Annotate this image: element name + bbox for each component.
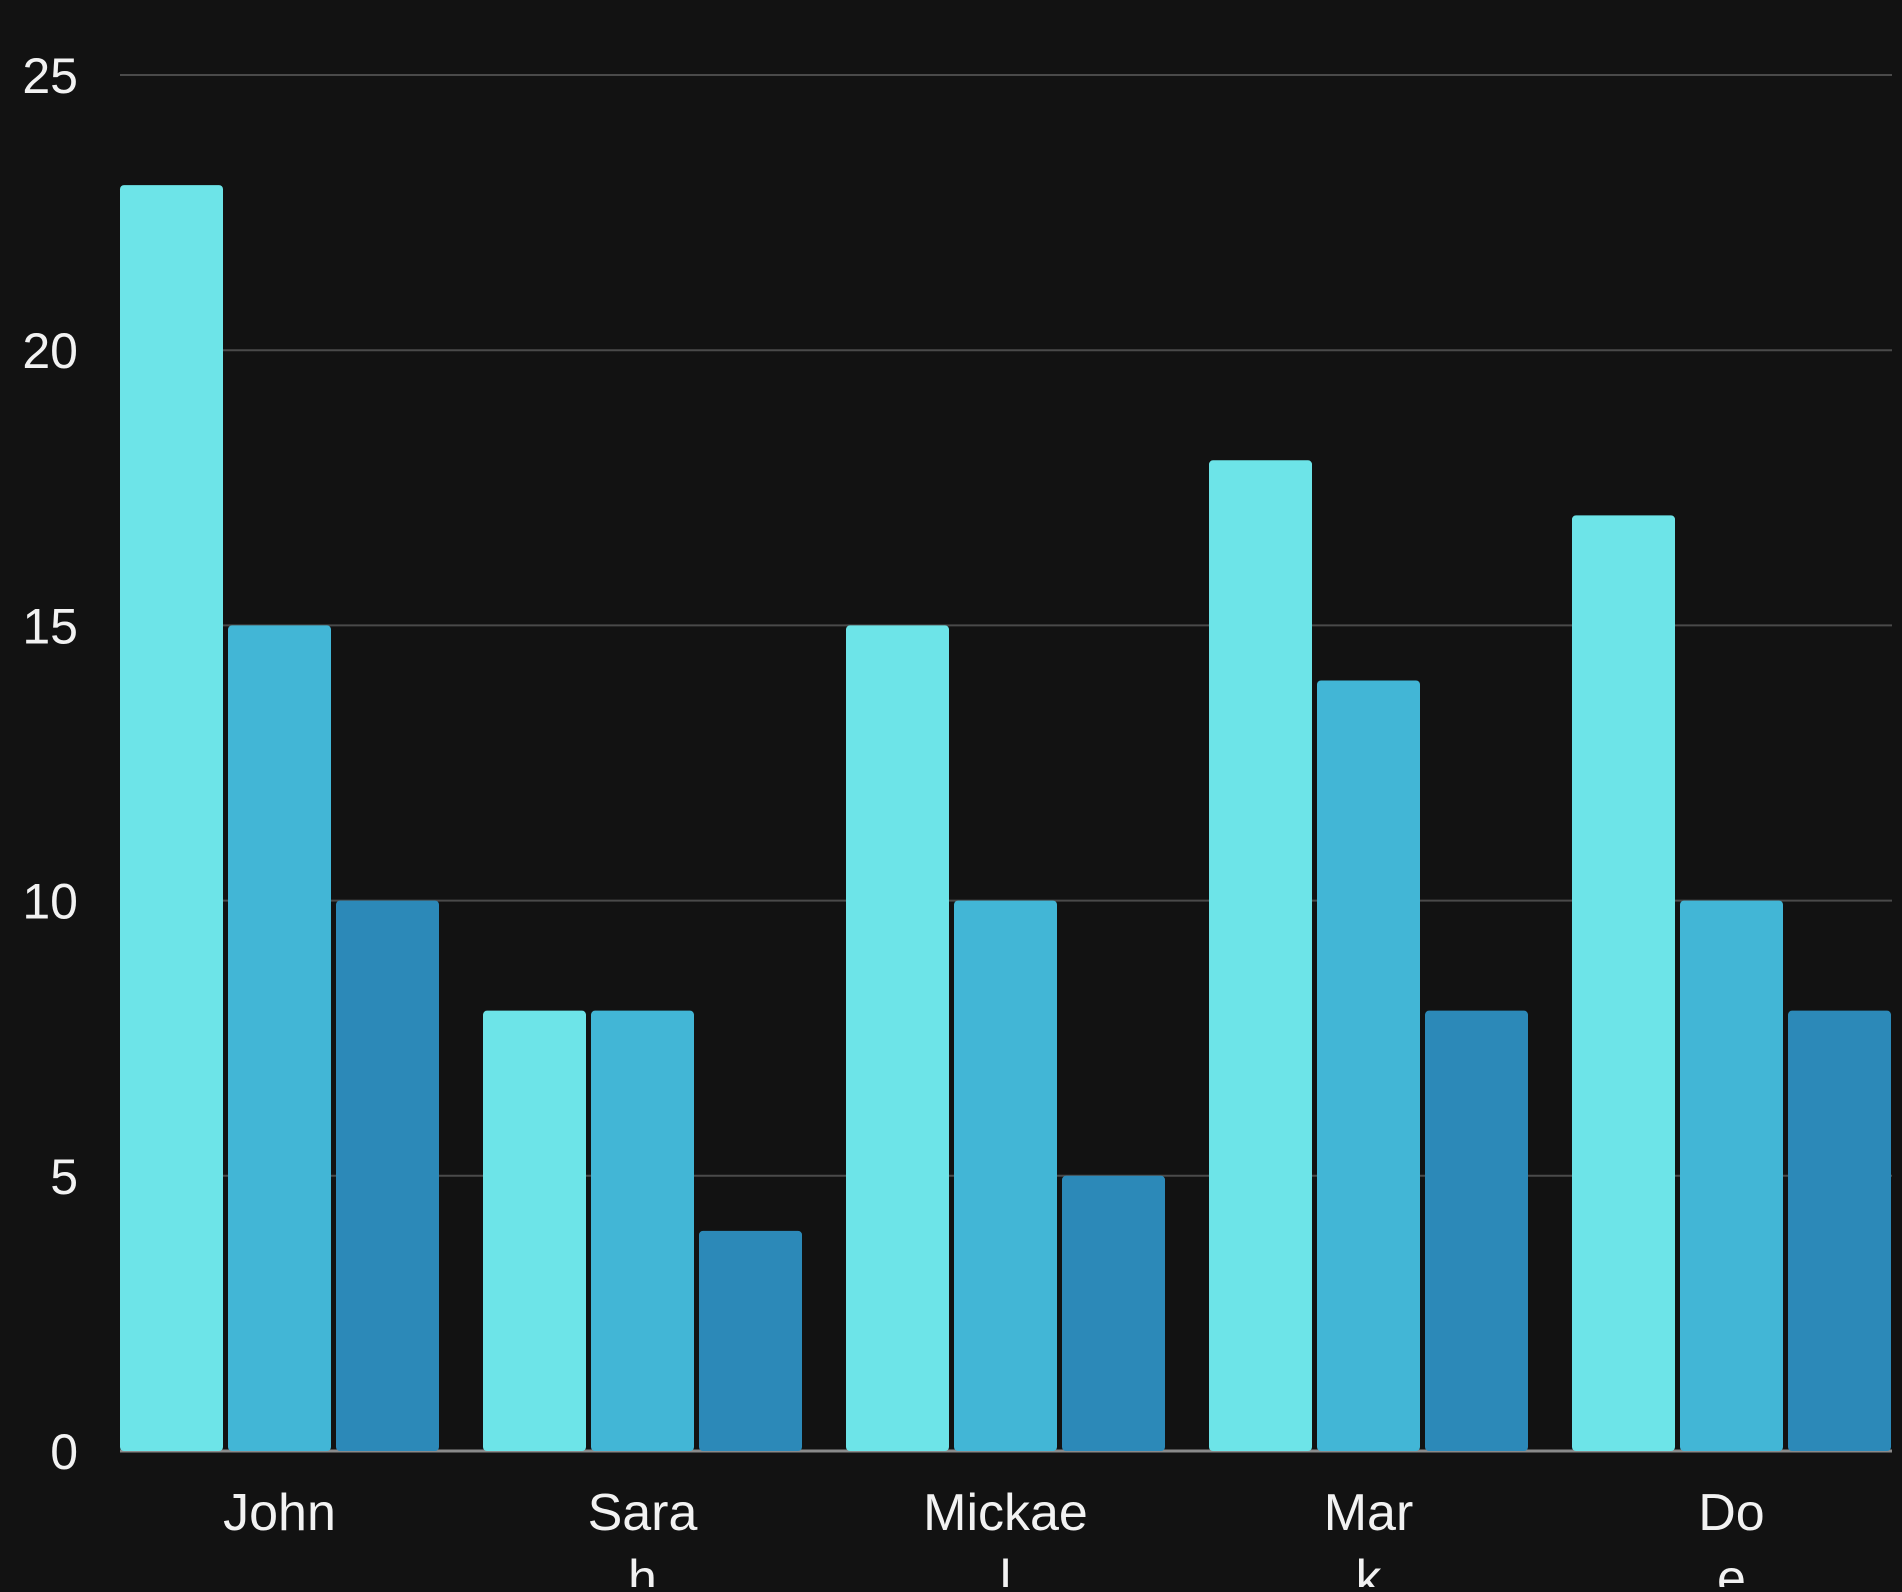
x-tick-label-line: Sara [588, 1484, 698, 1542]
y-tick-label: 20 [22, 323, 78, 379]
x-tick-label-line: Mickae [923, 1484, 1088, 1542]
bar-doe-series-1 [1572, 515, 1675, 1451]
x-tick-label-doe: Do e [1698, 1484, 1764, 1587]
bar-doe-series-3 [1788, 1010, 1891, 1451]
bar-doe-series-2 [1680, 900, 1783, 1451]
x-tick-label-line: l [1000, 1550, 1012, 1587]
y-tick-label: 15 [22, 598, 78, 654]
x-tick-label-line: h [628, 1550, 657, 1587]
bar-john-series-3 [336, 900, 439, 1451]
bar-sarah-series-2 [591, 1010, 694, 1451]
bar-mickael-series-2 [954, 900, 1057, 1451]
y-tick-label: 5 [50, 1149, 78, 1205]
bar-mark-series-3 [1425, 1010, 1528, 1451]
x-tick-label-line: k [1356, 1550, 1383, 1587]
x-tick-label-mark: Mar k [1324, 1484, 1414, 1587]
x-tick-label-mickael: Mickae l [923, 1484, 1088, 1587]
x-tick-label-sarah: Sara h [588, 1484, 698, 1587]
x-tick-label-john: John [223, 1484, 336, 1542]
x-axis-ticks: John Sara h Mickae l Mar k Do e [223, 1484, 1765, 1592]
bar-mickael-series-1 [846, 625, 949, 1451]
bar-john-series-2 [228, 625, 331, 1451]
y-tick-label: 25 [22, 48, 78, 104]
x-tick-label-line: Mar [1324, 1484, 1414, 1542]
bars [120, 185, 1891, 1452]
y-tick-label: 0 [50, 1424, 78, 1480]
bar-sarah-series-3 [699, 1230, 802, 1451]
bar-john-series-1 [120, 185, 223, 1452]
bar-mickael-series-3 [1062, 1175, 1165, 1451]
y-tick-label: 10 [22, 874, 78, 930]
x-tick-label-line: e [1717, 1550, 1746, 1587]
x-tick-label-line: Do [1698, 1484, 1764, 1542]
x-tick-label-line: John [223, 1484, 336, 1542]
bar-sarah-series-1 [483, 1010, 586, 1451]
bar-mark-series-2 [1317, 680, 1420, 1451]
bar-mark-series-1 [1209, 460, 1312, 1451]
y-axis-ticks: 0 5 10 15 20 25 [22, 48, 78, 1480]
